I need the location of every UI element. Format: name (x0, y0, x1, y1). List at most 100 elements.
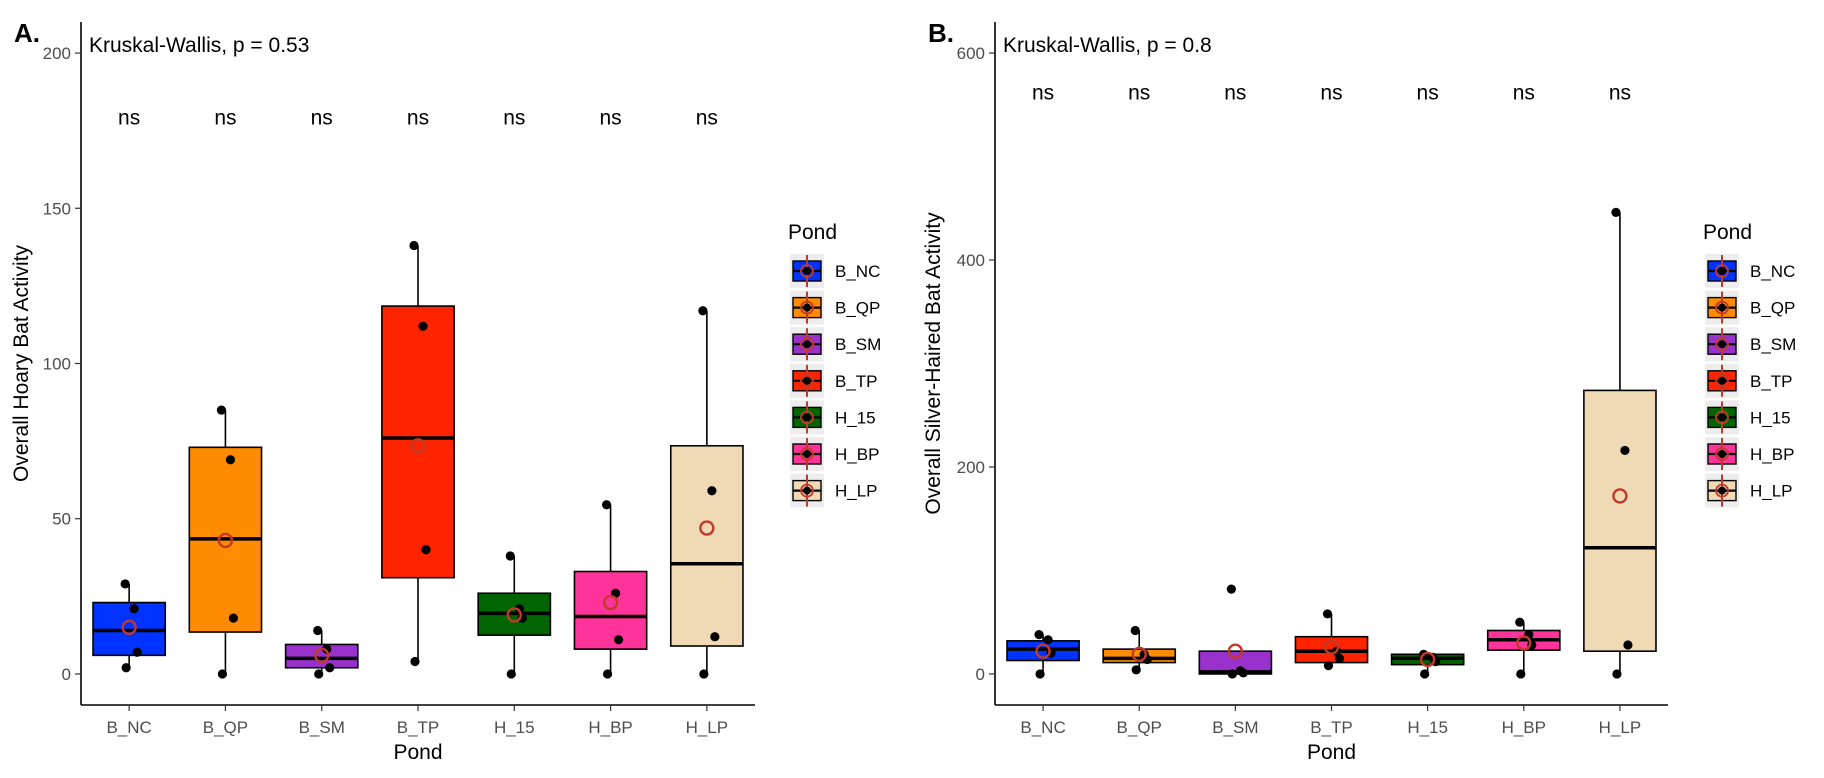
legend-item-B_NC: B_NC (1705, 254, 1795, 288)
significance-label: ns (214, 106, 236, 129)
box-B_TP (381, 240, 455, 667)
data-point (1130, 625, 1140, 636)
significance-label: ns (1032, 82, 1054, 105)
data-point (121, 663, 131, 673)
legend-label: B_TP (1750, 372, 1793, 391)
legend-item-H_15: H_15 (1705, 400, 1791, 435)
y-tick-label: 0 (62, 665, 71, 684)
x-tick-label: B_QP (203, 718, 248, 737)
kruskal-wallis-annotation: Kruskal-Wallis, p = 0.53 (89, 34, 309, 57)
x-tick-label: B_QP (1117, 718, 1162, 737)
legend-item-H_BP: H_BP (790, 437, 879, 471)
mean-marker (1516, 635, 1532, 651)
legend-key-mean (1715, 447, 1729, 461)
box-H_LP (669, 306, 744, 679)
data-point (216, 405, 227, 415)
data-point (707, 486, 717, 496)
box-iqr (284, 643, 359, 669)
legend-label: H_BP (1750, 445, 1794, 464)
y-tick-label: 600 (957, 44, 985, 63)
box-H_LP (1583, 207, 1657, 679)
box-B_NC (92, 579, 167, 673)
data-point (514, 604, 524, 614)
legend-key-point (803, 340, 811, 349)
y-tick-label: 400 (957, 251, 985, 270)
data-point (410, 656, 420, 667)
box-B_QP (188, 405, 263, 679)
box-H_BP (1486, 617, 1561, 679)
legend-key-point (803, 450, 811, 458)
legend-key-point (803, 267, 811, 275)
legend-key-point (1718, 303, 1726, 312)
legend-label: H_LP (1750, 482, 1793, 501)
legend-item-B_QP: B_QP (1705, 290, 1795, 325)
y-tick-label: 200 (43, 44, 71, 63)
legend-key-mean (1715, 264, 1729, 278)
box-H_15 (477, 551, 552, 679)
data-point (421, 545, 431, 555)
y-tick-label: 200 (957, 458, 985, 477)
data-point (1323, 661, 1334, 671)
x-tick-label: B_TP (397, 718, 440, 737)
data-point (613, 635, 624, 645)
x-tick-label: B_SM (299, 718, 345, 737)
significance-label: ns (1417, 82, 1439, 105)
legend-key-mean (800, 300, 814, 315)
x-tick-label: H_BP (1502, 718, 1546, 737)
legend-item-B_TP: B_TP (790, 363, 878, 398)
data-point (1238, 668, 1248, 678)
legend-label: B_SM (835, 335, 881, 354)
box-B_QP (1102, 625, 1177, 675)
data-point (1131, 665, 1141, 675)
data-point (325, 663, 335, 673)
box-H_15 (1390, 649, 1465, 679)
data-point (1623, 640, 1633, 650)
legend-key-point (1718, 413, 1726, 422)
x-axis-title: Pond (393, 741, 442, 764)
data-point (225, 455, 236, 465)
data-point (1035, 669, 1045, 679)
y-tick-label: 0 (976, 665, 985, 684)
data-point (409, 240, 419, 251)
data-point (314, 669, 324, 679)
legend-label: B_TP (835, 372, 878, 391)
x-tick-label: H_LP (1599, 718, 1642, 737)
x-tick-label: B_NC (106, 718, 151, 737)
box-iqr (573, 570, 648, 650)
data-point (313, 625, 323, 636)
legend-key-point (1718, 376, 1726, 385)
legend-item-B_QP: B_QP (790, 290, 880, 325)
data-point (602, 669, 613, 679)
data-point (228, 613, 239, 623)
mean-marker (314, 647, 330, 664)
mean-marker (217, 532, 234, 549)
y-axis-title: Overall Silver-Haired Bat Activity (922, 212, 945, 515)
legend-key-point (803, 376, 811, 385)
mean-marker (1035, 643, 1051, 659)
legend-label: B_QP (1750, 299, 1795, 318)
x-tick-label: B_NC (1020, 718, 1065, 737)
legend-key-mean (1715, 373, 1729, 388)
legend-key-mean (800, 337, 814, 352)
data-point (601, 500, 612, 510)
panel-label: B. (928, 18, 954, 48)
box-B_NC (1006, 630, 1080, 679)
x-tick-label: H_BP (588, 718, 632, 737)
y-tick-label: 150 (43, 199, 71, 218)
legend: Pond B_NC B_QP B_SM B_TP H_15 H_BP H_LP (1703, 221, 1796, 508)
legend-key-mean (800, 483, 814, 498)
significance-label: ns (1320, 82, 1342, 105)
data-point (506, 669, 516, 679)
legend-label: H_15 (835, 408, 876, 427)
data-point (1226, 584, 1236, 594)
mean-marker (602, 594, 619, 611)
data-point (1612, 669, 1622, 679)
legend-label: H_LP (835, 482, 878, 501)
legend-key-point (803, 486, 811, 495)
legend-label: B_NC (1750, 262, 1795, 281)
legend-item-B_SM: B_SM (790, 327, 881, 362)
panel-a: 0 50 100 150 200 B_NC B_QP B_SM B_TP H_15 H_BP H_LP… (10, 18, 881, 764)
data-point (1620, 445, 1630, 456)
x-tick-label: H_LP (686, 718, 729, 737)
